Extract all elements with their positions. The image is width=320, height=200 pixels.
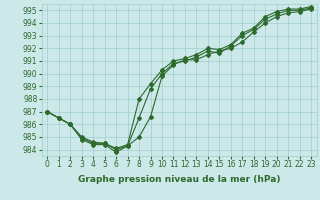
X-axis label: Graphe pression niveau de la mer (hPa): Graphe pression niveau de la mer (hPa) xyxy=(78,175,280,184)
